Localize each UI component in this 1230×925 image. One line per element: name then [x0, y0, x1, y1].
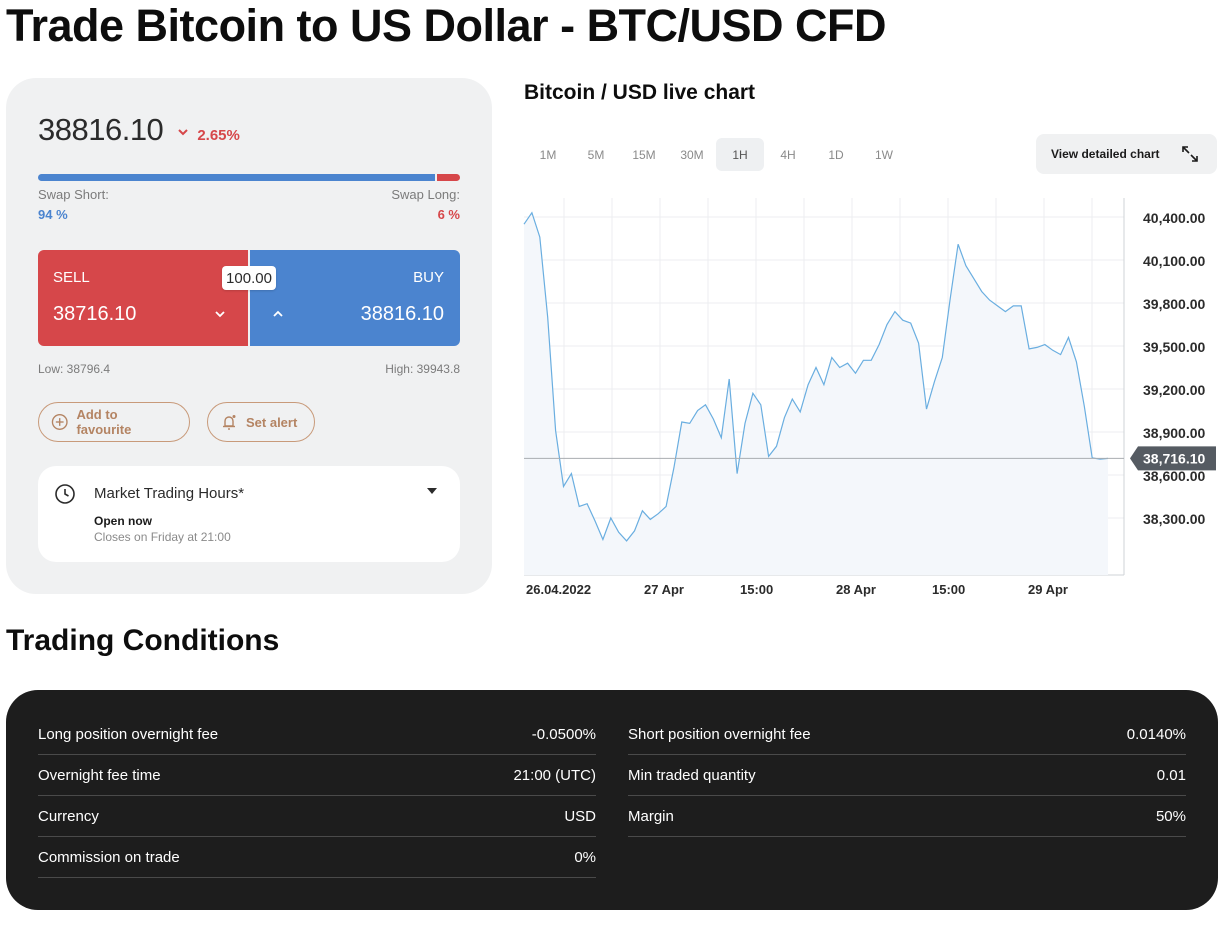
y-tick-label: 40,400.00 — [1143, 210, 1205, 226]
x-tick-label: 15:00 — [932, 582, 965, 597]
condition-row: Min traded quantity 0.01 — [628, 755, 1186, 796]
chart-title: Bitcoin / USD live chart — [524, 81, 756, 104]
timeframe-1d[interactable]: 1D — [828, 147, 844, 162]
down-arrow-icon — [178, 129, 189, 136]
swap-long-fill — [436, 174, 460, 181]
bell-icon — [223, 415, 236, 430]
condition-label: Commission on trade — [38, 848, 180, 866]
timeframe-5m[interactable]: 5M — [587, 147, 605, 162]
condition-value: 50% — [1155, 807, 1186, 825]
condition-value: 0.01 — [1156, 766, 1186, 784]
conditions-left-column: Long position overnight fee -0.0500% Overn… — [38, 714, 596, 878]
condition-label: Margin — [628, 807, 674, 825]
timeframe-1w[interactable]: 1W — [875, 147, 893, 162]
plus-circle-icon — [51, 414, 68, 430]
condition-row: Currency USD — [38, 796, 596, 837]
expand-icon — [1182, 146, 1198, 162]
x-tick-label: 29 Apr — [1028, 582, 1068, 597]
condition-label: Long position overnight fee — [38, 725, 219, 743]
price-change: 2.65% — [197, 127, 240, 144]
market-closes: Closes on Friday at 21:00 — [94, 530, 231, 544]
market-status: Open now — [94, 514, 152, 528]
condition-row: Margin 50% — [628, 796, 1186, 837]
price-area — [524, 212, 1108, 575]
buy-label: BUY — [413, 269, 444, 286]
condition-value: 21:00 (UTC) — [513, 766, 596, 784]
view-detailed-chart-button[interactable]: View detailed chart — [1036, 134, 1217, 174]
condition-value: 0.0140% — [1126, 725, 1186, 743]
timeframe-selector: 1M 5M 15M 30M 1H 4H 1D 1W — [524, 138, 908, 171]
spread-badge: 100.00 — [222, 266, 276, 290]
y-tick-label: 38,600.00 — [1143, 468, 1205, 484]
condition-label: Currency — [38, 807, 99, 825]
chevron-down-icon — [215, 311, 225, 318]
x-tick-label: 28 Apr — [836, 582, 876, 597]
x-tick-label: 15:00 — [740, 582, 773, 597]
price-chart[interactable]: 40,400.00 40,100.00 39,800.00 39,500.00 39,2… — [520, 190, 1230, 605]
buy-price: 38816.10 — [360, 303, 444, 325]
clock-icon — [55, 484, 75, 504]
condition-row: Short position overnight fee 0.0140% — [628, 714, 1186, 755]
price-line — [523, 211, 1109, 542]
condition-label: Min traded quantity — [628, 766, 756, 784]
timeframe-1m[interactable]: 1M — [539, 147, 557, 162]
condition-value: 0% — [574, 848, 596, 866]
swap-short-fill — [38, 174, 435, 181]
condition-value: -0.0500% — [531, 725, 596, 743]
set-alert-button[interactable]: Set alert — [207, 402, 315, 442]
add-to-favourite-label: Add to favourite — [76, 407, 132, 437]
market-hours-title: Market Trading Hours* — [94, 485, 245, 502]
caret-down-icon[interactable] — [426, 486, 438, 496]
timeframe-4h[interactable]: 4H — [780, 147, 796, 162]
sell-price: 38716.10 — [53, 303, 137, 325]
trading-conditions-panel: Long position overnight fee -0.0500% Overn… — [6, 690, 1218, 910]
condition-row: Commission on trade 0% — [38, 837, 596, 878]
y-tick-label: 38,900.00 — [1143, 425, 1205, 441]
swap-long-label: Swap Long: — [391, 187, 460, 202]
current-price: 38816.10 — [38, 112, 164, 147]
y-tick-label: 38,300.00 — [1143, 511, 1205, 527]
high-price: High: 39943.8 — [385, 362, 460, 376]
low-price: Low: 38796.4 — [38, 362, 111, 376]
y-tick-label: 39,500.00 — [1143, 339, 1205, 355]
set-alert-label: Set alert — [246, 414, 298, 430]
sell-label: SELL — [53, 269, 90, 286]
page-title: Trade Bitcoin to US Dollar - BTC/USD CFD — [6, 0, 887, 51]
add-to-favourite-button[interactable]: Add to favourite — [38, 402, 190, 442]
timeframe-15m[interactable]: 15M — [632, 147, 656, 162]
swap-bar — [38, 174, 460, 181]
timeframe-1h[interactable]: 1H — [716, 138, 764, 171]
x-tick-label: 27 Apr — [644, 582, 684, 597]
trade-panel: 38816.10 2.65% Swap Short: Swap Long: 94… — [6, 78, 492, 594]
condition-label: Overnight fee time — [38, 766, 161, 784]
condition-row: Overnight fee time 21:00 (UTC) — [38, 755, 596, 796]
view-detailed-chart-label: View detailed chart — [1051, 147, 1160, 161]
current-price-badge — [1130, 446, 1216, 471]
swap-short-value: 94 % — [38, 207, 68, 222]
swap-short-label: Swap Short: — [38, 187, 109, 202]
timeframe-30m[interactable]: 30M — [680, 147, 704, 162]
chevron-up-icon — [273, 310, 283, 317]
condition-value: USD — [564, 807, 596, 825]
market-hours-card: Market Trading Hours* Open now Closes on… — [38, 466, 460, 562]
condition-label: Short position overnight fee — [628, 725, 811, 743]
y-tick-label: 39,200.00 — [1143, 382, 1205, 398]
x-tick-label: 26.04.2022 — [526, 582, 591, 597]
price-row: 38816.10 2.65% — [38, 112, 240, 148]
buy-button[interactable]: BUY 38816.10 — [250, 250, 460, 346]
conditions-right-column: Short position overnight fee 0.0140% Min t… — [628, 714, 1186, 837]
sell-button[interactable]: SELL 38716.10 — [38, 250, 248, 346]
condition-row: Long position overnight fee -0.0500% — [38, 714, 596, 755]
y-tick-label: 40,100.00 — [1143, 253, 1205, 269]
trading-conditions-title: Trading Conditions — [6, 624, 280, 657]
y-tick-label: 39,800.00 — [1143, 296, 1205, 312]
swap-long-value: 6 % — [437, 207, 460, 222]
current-price-badge-label: 38,716.10 — [1143, 450, 1205, 466]
